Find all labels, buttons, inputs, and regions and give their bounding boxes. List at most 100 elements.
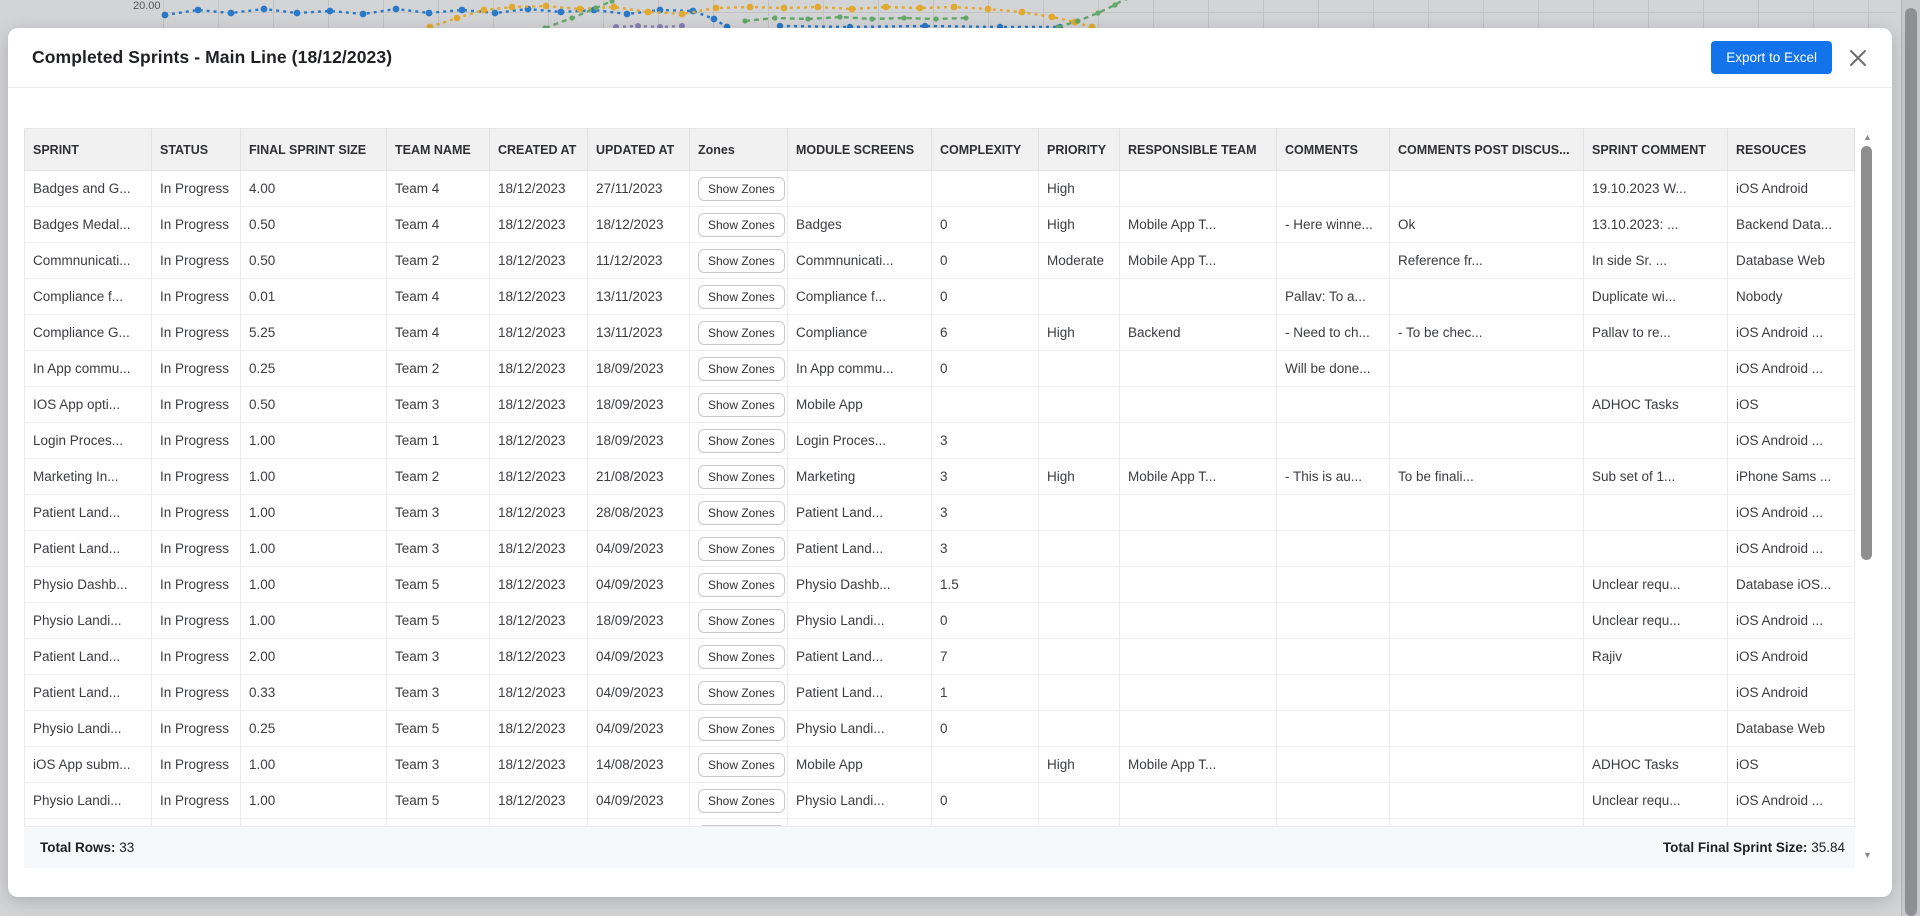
table-scrollbar[interactable]: ▲ ▼ [1855,128,1880,868]
cell-priority: High [1038,170,1120,207]
browser-scrollbar[interactable] [1901,0,1920,916]
cell-updated_at: 27/11/2023 [587,170,690,207]
cell-comments_post_discussion: - To be chec... [1389,314,1584,351]
cell-sprint_comment [1583,710,1728,747]
cell-status: In Progress [151,458,241,495]
show-zones-button[interactable]: Show Zones [698,680,785,705]
show-zones-button[interactable]: Show Zones [698,644,785,669]
cell-comments [1276,782,1390,819]
column-header-resources: RESOUCES [1727,128,1855,171]
show-zones-button[interactable]: Show Zones [698,824,785,826]
cell-zones: Show Zones [689,458,788,495]
show-zones-button[interactable]: Show Zones [698,320,785,345]
cell-comments [1276,602,1390,639]
export-to-excel-button[interactable]: Export to Excel [1711,41,1832,74]
cell-complexity: 3 [931,422,1039,459]
show-zones-button[interactable]: Show Zones [698,608,785,633]
show-zones-button[interactable]: Show Zones [698,788,785,813]
cell-final_sprint_size: 0.50 [240,242,387,279]
cell-comments_post_discussion [1389,818,1584,826]
cell-comments_post_discussion [1389,746,1584,783]
cell-status: In Progress [151,638,241,675]
table-row: Compliance f... In Progress 0.01 Team 4 18/1… [24,278,1855,315]
show-zones-button[interactable]: Show Zones [698,572,785,597]
cell-team_name: Team 3 [386,746,490,783]
background-line-chart: 20.00 [0,0,1901,28]
cell-responsible_team [1119,494,1277,531]
cell-resources: Database iOS... [1727,566,1855,603]
cell-complexity: 1 [931,674,1039,711]
cell-created_at [489,818,588,826]
cell-comments_post_discussion [1389,278,1584,315]
show-zones-button[interactable]: Show Zones [698,248,785,273]
cell-responsible_team [1119,782,1277,819]
cell-sprint: Marketing In... [24,458,152,495]
cell-module_screens: Patient Land... [787,494,932,531]
cell-final_sprint_size: 1.00 [240,782,387,819]
cell-comments: - This is au... [1276,458,1390,495]
cell-updated_at: 13/11/2023 [587,278,690,315]
cell-comments [1276,386,1390,423]
cell-zones: Show Zones [689,818,788,826]
show-zones-button[interactable]: Show Zones [698,500,785,525]
cell-updated_at: 04/09/2023 [587,530,690,567]
scroll-up-icon[interactable]: ▲ [1863,132,1872,142]
cell-comments_post_discussion [1389,674,1584,711]
scroll-down-icon[interactable]: ▼ [1863,850,1872,860]
show-zones-button[interactable]: Show Zones [698,176,785,201]
cell-comments [1276,746,1390,783]
total-rows-value: 33 [119,840,135,855]
cell-responsible_team: Mobile App T... [1119,242,1277,279]
show-zones-button[interactable]: Show Zones [698,356,785,381]
cell-zones: Show Zones [689,206,788,243]
table-scrollbar-thumb[interactable] [1861,146,1872,560]
cell-status: In Progress [151,278,241,315]
table-row: Login Proces... In Progress 1.00 Team 1 18/1… [24,422,1855,459]
cell-priority [1038,674,1120,711]
cell-status: In Progress [151,566,241,603]
show-zones-button[interactable]: Show Zones [698,536,785,561]
show-zones-button[interactable]: Show Zones [698,716,785,741]
cell-status: In Progress [151,530,241,567]
cell-comments_post_discussion [1389,422,1584,459]
cell-sprint: Physio Landi... [24,602,152,639]
browser-scrollbar-thumb[interactable] [1905,8,1917,916]
cell-comments [1276,674,1390,711]
cell-team_name: Team 2 [386,458,490,495]
cell-team_name: Team 3 [386,638,490,675]
cell-complexity: 0 [931,242,1039,279]
cell-sprint: Badges and G... [24,170,152,207]
close-icon[interactable] [1846,46,1870,70]
cell-comments [1276,494,1390,531]
show-zones-button[interactable]: Show Zones [698,428,785,453]
cell-final_sprint_size: 0.25 [240,710,387,747]
cell-zones: Show Zones [689,350,788,387]
show-zones-button[interactable]: Show Zones [698,464,785,489]
cell-status [151,818,241,826]
chart-canvas [161,0,1896,28]
show-zones-button[interactable]: Show Zones [698,284,785,309]
show-zones-button[interactable]: Show Zones [698,752,785,777]
cell-complexity: 6 [931,314,1039,351]
cell-created_at: 18/12/2023 [489,206,588,243]
column-header-updated_at: UPDATED AT [587,128,690,171]
cell-comments_post_discussion [1389,782,1584,819]
table-row: Marketing In... In Progress 1.00 Team 2 18/1… [24,458,1855,495]
cell-sprint: Badges Medal... [24,206,152,243]
cell-comments: - Here winne... [1276,206,1390,243]
cell-module_screens: Physio Dashb... [787,566,932,603]
cell-created_at: 18/12/2023 [489,314,588,351]
cell-final_sprint_size: 1.00 [240,602,387,639]
cell-comments_post_discussion [1389,602,1584,639]
cell-resources: Backend Data... [1727,206,1855,243]
cell-comments_post_discussion [1389,710,1584,747]
column-header-complexity: COMPLEXITY [931,128,1039,171]
show-zones-button[interactable]: Show Zones [698,212,785,237]
cell-priority: Moderate [1038,242,1120,279]
cell-final_sprint_size: 1.00 [240,530,387,567]
cell-module_screens: Patient Land... [787,674,932,711]
cell-responsible_team: Mobile App T... [1119,458,1277,495]
cell-complexity: 0 [931,206,1039,243]
cell-final_sprint_size: 2.00 [240,638,387,675]
show-zones-button[interactable]: Show Zones [698,392,785,417]
